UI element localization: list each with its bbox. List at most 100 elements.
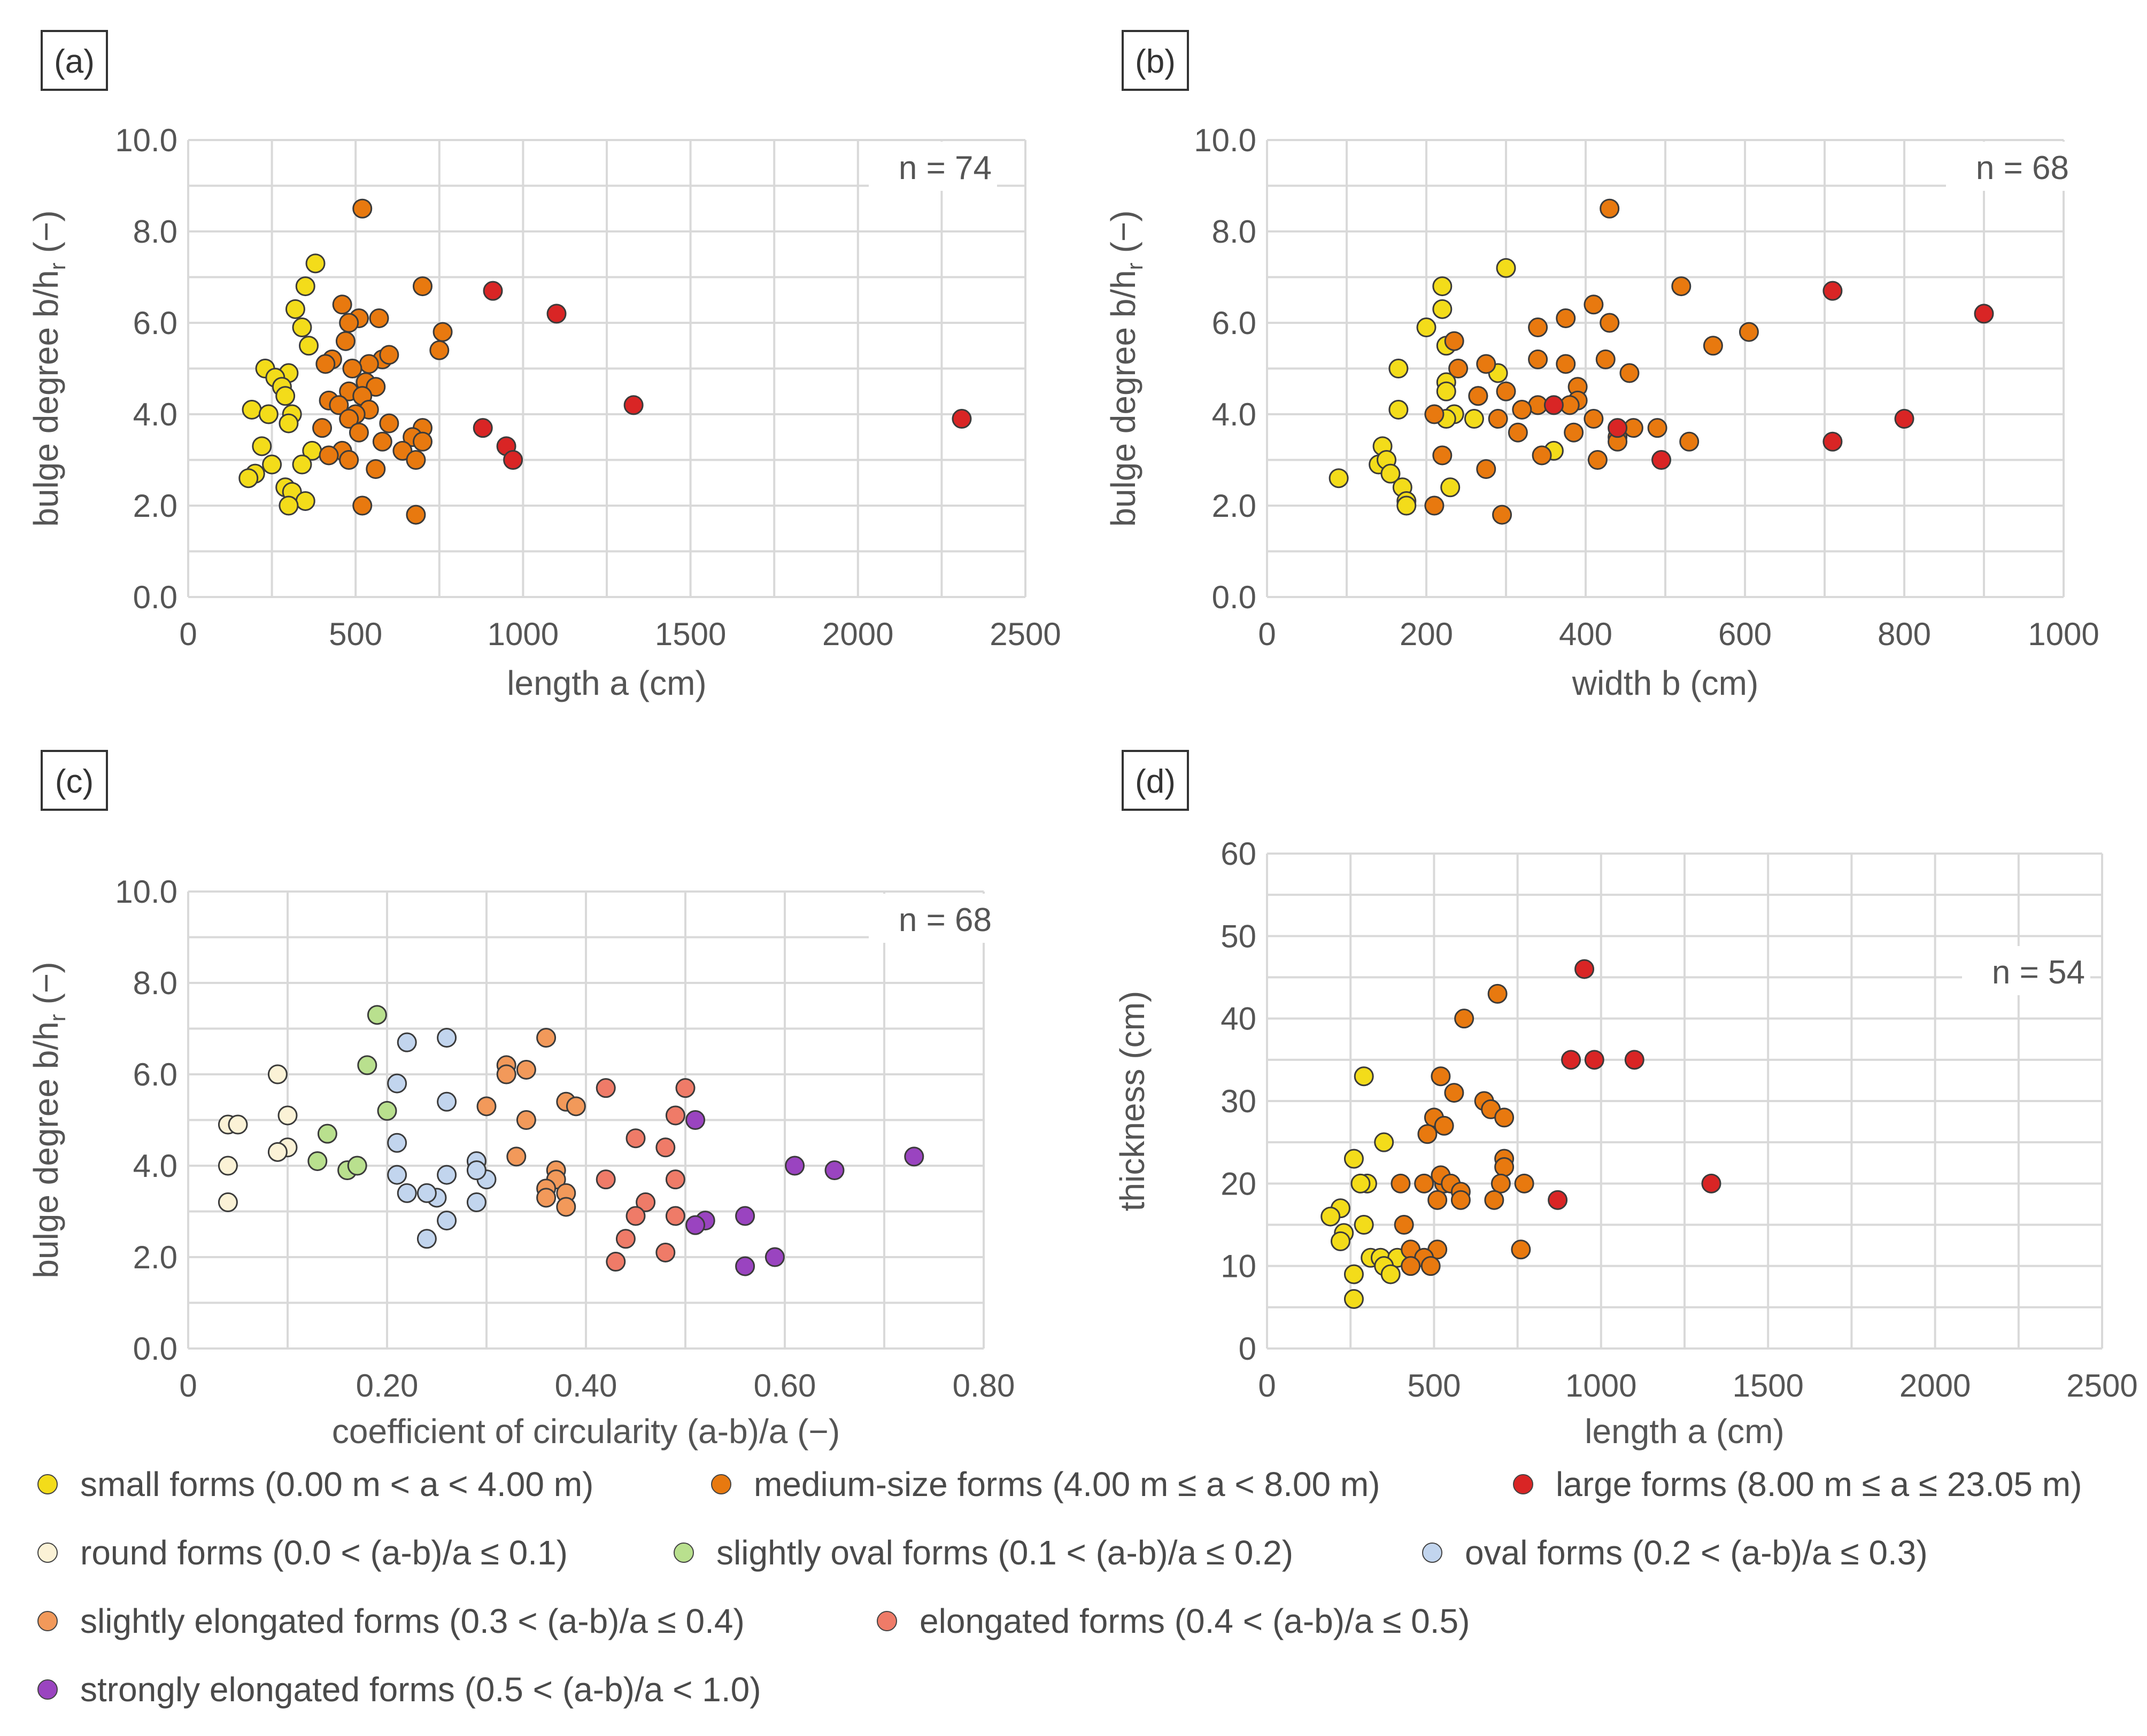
panel-b-label-box xyxy=(1122,30,1189,91)
data-point xyxy=(1450,1190,1471,1210)
legend-label-slightly-elongated: slightly elongated forms (0.3 < (a-b)/a … xyxy=(80,1602,745,1640)
panel-b-xtick-label: 600 xyxy=(1718,616,1772,652)
data-point xyxy=(433,322,453,342)
data-point xyxy=(466,1192,486,1212)
data-point xyxy=(1431,1066,1451,1087)
panel-c-n-label: n = 68 xyxy=(899,902,992,939)
data-point xyxy=(392,440,413,461)
data-point xyxy=(1444,1083,1464,1103)
data-point xyxy=(1424,404,1445,424)
data-point xyxy=(377,1100,397,1121)
panel-c-ytick-label: 2.0 xyxy=(133,1239,177,1275)
legend-label-medium: medium-size forms (4.00 m ≤ a < 8.00 m) xyxy=(754,1465,1380,1503)
data-point xyxy=(379,345,399,365)
data-point xyxy=(466,1160,486,1181)
data-point xyxy=(516,1059,536,1080)
data-point xyxy=(295,276,315,297)
panel-b-xtick-label: 800 xyxy=(1878,616,1931,652)
panel-c-ytick-label: 6.0 xyxy=(133,1057,177,1092)
data-point xyxy=(1424,495,1445,516)
legend-label-round: round forms (0.0 < (a-b)/a ≤ 0.1) xyxy=(80,1533,568,1572)
panel-b-x-axis-title: width b (cm) xyxy=(1572,664,1759,702)
panel-a-series-large xyxy=(473,281,972,470)
data-point xyxy=(1651,450,1672,470)
panel-b-y-axis-title: bulge degree b/hr (−) xyxy=(1104,210,1147,526)
data-point xyxy=(685,1110,706,1130)
data-point xyxy=(372,431,392,452)
panel-b-label: (b) xyxy=(1122,30,1189,91)
data-point xyxy=(352,198,373,219)
panel-b-ytick-label: 4.0 xyxy=(1212,397,1256,432)
data-point xyxy=(665,1105,685,1126)
data-point xyxy=(1679,431,1700,452)
legend-item-slightly-elongated: slightly elongated forms (0.3 < (a-b)/a … xyxy=(37,1601,745,1641)
panel-a-ytick-label: 0.0 xyxy=(133,579,177,615)
panel-b-xtick-label: 1000 xyxy=(2028,616,2099,652)
legend-item-round: round forms (0.0 < (a-b)/a ≤ 0.1) xyxy=(37,1533,568,1572)
panel-a-x-axis-title: length a (cm) xyxy=(507,664,706,702)
data-point xyxy=(339,409,359,429)
data-point xyxy=(1487,983,1508,1004)
panel-c-series-slightly-elongated xyxy=(476,1028,586,1217)
data-point xyxy=(536,1028,557,1048)
data-point xyxy=(566,1096,586,1117)
data-point xyxy=(1508,422,1528,443)
data-point xyxy=(1671,276,1692,297)
data-point xyxy=(1427,1190,1448,1210)
data-point xyxy=(1490,1173,1511,1194)
data-point xyxy=(292,454,312,475)
data-point xyxy=(1584,1050,1604,1070)
data-point xyxy=(1396,495,1417,516)
legend-label-strongly-elongated: strongly elongated forms (0.5 < (a-b)/a … xyxy=(80,1670,761,1709)
panel-b-series-small xyxy=(1329,258,1564,516)
data-point xyxy=(339,450,359,470)
data-point xyxy=(1624,1050,1644,1070)
panel-d-ytick-label: 50 xyxy=(1221,918,1256,954)
data-point xyxy=(1543,395,1564,415)
data-point xyxy=(1488,409,1508,429)
data-point xyxy=(349,422,369,443)
data-point xyxy=(1380,463,1401,484)
data-point xyxy=(1703,336,1723,356)
legend-marker-large xyxy=(1513,1474,1533,1494)
panel-a-series-small xyxy=(238,253,326,516)
legend-item-large: large forms (8.00 m ≤ a ≤ 23.05 m) xyxy=(1513,1464,2082,1504)
data-point xyxy=(1414,1173,1434,1194)
data-point xyxy=(1556,354,1576,374)
panel-a-label-box xyxy=(41,30,108,91)
data-point xyxy=(1574,959,1595,979)
panel-a-n-label-bg xyxy=(869,142,997,191)
data-point xyxy=(1512,399,1532,420)
panel-a-xtick-label: 2000 xyxy=(822,616,893,652)
panel-d-x-axis-title: length a (cm) xyxy=(1585,1412,1784,1451)
data-point xyxy=(332,294,352,315)
data-point xyxy=(556,1197,576,1217)
panel-d-xtick-label: 0 xyxy=(1258,1368,1276,1404)
data-point xyxy=(473,418,493,438)
panel-c-ytick-label: 4.0 xyxy=(133,1148,177,1184)
data-point xyxy=(1448,359,1469,378)
data-point xyxy=(1388,359,1409,378)
panel-b-xtick-label: 0 xyxy=(1258,616,1276,652)
legend-marker-elongated xyxy=(877,1611,897,1631)
panel-d-ytick-label: 30 xyxy=(1221,1083,1256,1119)
panel-b: 0.0 2.0 4.0 6.0 8.0 10.0 0 200 400 600 800 1000 widt… xyxy=(1104,30,2099,702)
data-point xyxy=(357,1055,377,1075)
data-point xyxy=(785,1156,805,1176)
data-point xyxy=(904,1146,924,1167)
data-point xyxy=(315,354,336,374)
panel-a-ytick-label: 10.0 xyxy=(115,122,177,158)
legend-item-oval: oval forms (0.2 < (a-b)/a ≤ 0.3) xyxy=(1422,1533,1928,1572)
data-point xyxy=(1701,1173,1721,1194)
data-point xyxy=(347,1156,367,1176)
data-point xyxy=(317,1123,337,1144)
panel-c-ytick-label: 0.0 xyxy=(133,1331,177,1367)
data-point xyxy=(665,1206,685,1226)
panel-c-series-elongated xyxy=(596,1078,696,1272)
legend-item-slightly-oval: slightly oval forms (0.1 < (a-b)/a ≤ 0.2… xyxy=(674,1533,1293,1572)
data-point xyxy=(655,1242,676,1262)
data-point xyxy=(606,1252,626,1272)
data-point xyxy=(387,1133,407,1153)
panel-d-xtick-label: 2500 xyxy=(2066,1368,2137,1404)
panel-a-xtick-label: 0 xyxy=(179,616,197,652)
